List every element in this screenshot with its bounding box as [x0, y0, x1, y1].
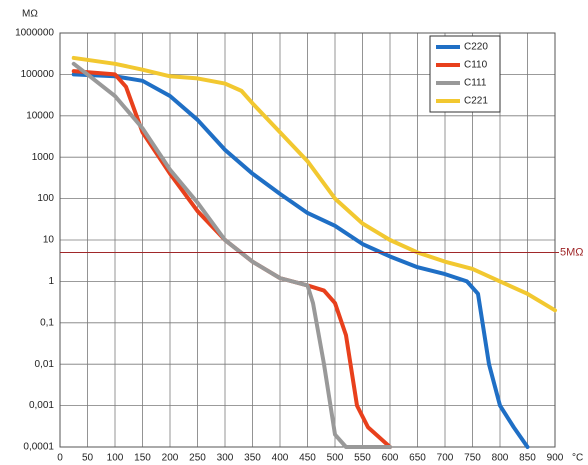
y-tick-label: 10	[43, 235, 55, 246]
legend-label: C111	[464, 78, 487, 89]
x-tick-label: 900	[547, 453, 564, 464]
legend-label: C221	[464, 96, 488, 107]
y-tick-label: 0,001	[29, 400, 54, 411]
plot-frame	[59, 32, 556, 448]
x-tick-label: 0	[57, 453, 63, 464]
x-tick-label: 100	[107, 453, 124, 464]
x-tick-label: 250	[189, 453, 206, 464]
x-tick-label: 350	[244, 453, 261, 464]
y-axis-label: MΩ	[22, 9, 38, 20]
x-tick-label: 400	[272, 453, 289, 464]
x-tick-label: 800	[492, 453, 509, 464]
x-tick-label: 50	[82, 453, 94, 464]
x-tick-label: 300	[217, 453, 234, 464]
y-tick-label: 1000	[32, 152, 55, 163]
series-line	[71, 61, 392, 449]
legend-label: C110	[464, 60, 488, 71]
y-tick-label: 1	[48, 276, 54, 287]
x-tick-label: 850	[519, 453, 536, 464]
y-tick-label: 1000000	[15, 28, 54, 39]
x-tick-label: 500	[327, 453, 344, 464]
x-tick-label: 750	[464, 453, 481, 464]
legend-label: C220	[464, 42, 488, 53]
y-tick-label: 100000	[21, 69, 55, 80]
y-tick-label: 0,0001	[23, 442, 54, 453]
y-tick-label: 100	[37, 193, 54, 204]
x-tick-label: 150	[134, 453, 151, 464]
x-tick-label: 200	[162, 453, 179, 464]
y-tick-label: 0,1	[40, 317, 54, 328]
reference-label: 5MΩ	[560, 246, 584, 258]
x-axis-label: °C	[572, 453, 583, 464]
x-tick-label: 700	[437, 453, 454, 464]
x-tick-label: 650	[409, 453, 426, 464]
series-line	[71, 72, 530, 449]
series-line	[71, 55, 557, 313]
y-tick-label: 10000	[26, 110, 54, 121]
y-tick-label: 0,01	[35, 359, 55, 370]
x-tick-label: 600	[382, 453, 399, 464]
x-tick-label: 450	[299, 453, 316, 464]
x-tick-label: 550	[354, 453, 371, 464]
